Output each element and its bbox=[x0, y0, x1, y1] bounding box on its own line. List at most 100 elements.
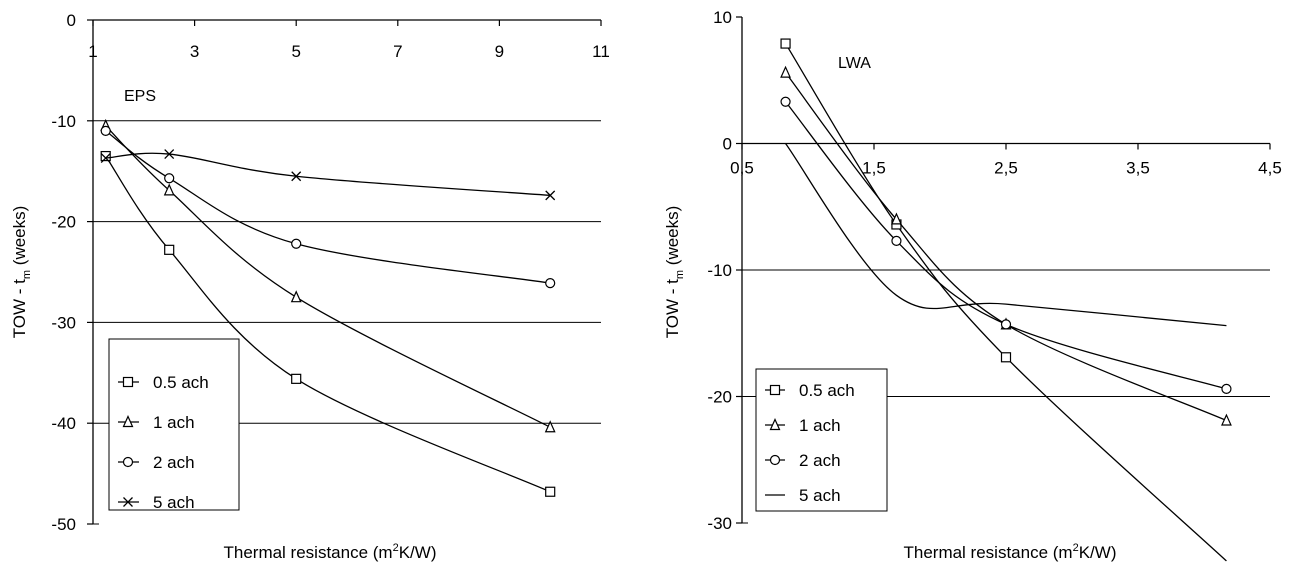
legend-entry: 5 ach bbox=[765, 486, 841, 505]
legend-entry: 2 ach bbox=[765, 451, 841, 470]
square-marker bbox=[291, 373, 302, 384]
x-marker bbox=[291, 171, 302, 182]
chart-eps: 1 3 5 7 9 11 0 -10 -20 -30 -40 -50 EPS Thermal res… bbox=[10, 11, 610, 562]
square-marker bbox=[100, 150, 111, 162]
series-group bbox=[100, 118, 556, 497]
square-marker bbox=[164, 244, 175, 255]
y-tick-label: -10 bbox=[51, 112, 76, 131]
legend-entry: 1 ach bbox=[765, 416, 841, 435]
x-tick-label: 3,5 bbox=[1126, 159, 1150, 178]
legend-label: 0.5 ach bbox=[799, 381, 855, 400]
legend-entry: 0.5 ach bbox=[118, 373, 209, 392]
y-tick-label: -30 bbox=[51, 313, 76, 332]
circle-marker bbox=[100, 125, 111, 136]
triangle-marker bbox=[891, 212, 902, 225]
series bbox=[780, 96, 1232, 395]
legend: 0.5 ach 1 ach 2 ach 5 ach bbox=[108, 338, 240, 512]
legend-entries: 0.5 ach 1 ach 2 ach 5 ach bbox=[765, 381, 855, 505]
x-marker bbox=[164, 149, 175, 160]
circle-marker bbox=[891, 235, 902, 247]
circle-marker bbox=[164, 173, 175, 184]
legend-label: 1 ach bbox=[799, 416, 841, 435]
square-marker bbox=[1000, 352, 1012, 363]
y-ticks: 10 0 -10 -20 -30 bbox=[707, 8, 742, 533]
series-line bbox=[785, 72, 1227, 422]
square-marker bbox=[545, 486, 556, 497]
x-tick-label: 3 bbox=[190, 42, 199, 61]
triangle-marker bbox=[163, 183, 175, 196]
legend-label: 5 ach bbox=[799, 486, 841, 505]
y-tick-label: -30 bbox=[707, 514, 732, 533]
series-line bbox=[785, 43, 1227, 562]
x-marker bbox=[123, 497, 133, 507]
x-tick-label: 7 bbox=[393, 42, 402, 61]
y-tick-label: -20 bbox=[707, 388, 732, 407]
triangle-marker bbox=[122, 415, 134, 428]
x-tick-label: 1 bbox=[88, 42, 97, 61]
triangle-marker bbox=[1221, 413, 1232, 426]
series-line bbox=[785, 143, 1227, 327]
y-ticks: 0 -10 -20 -30 -40 -50 bbox=[51, 11, 93, 534]
legend-label: 1 ach bbox=[153, 413, 195, 432]
legend-entry: 2 ach bbox=[118, 453, 195, 472]
panel-label: LWA bbox=[838, 55, 871, 72]
y-tick-label: 0 bbox=[67, 11, 76, 30]
square-marker bbox=[780, 38, 791, 49]
series bbox=[100, 150, 556, 497]
panel-label: EPS bbox=[124, 88, 156, 105]
series bbox=[785, 143, 1227, 327]
circle-marker bbox=[122, 456, 134, 468]
x-tick-label: 5 bbox=[291, 42, 300, 61]
series-group bbox=[780, 38, 1232, 562]
triangle-marker bbox=[769, 418, 781, 431]
legend-label: 0.5 ach bbox=[153, 373, 209, 392]
triangle-marker bbox=[290, 290, 302, 303]
x-ticks: 1 3 5 7 9 11 bbox=[88, 20, 610, 61]
y-tick-label: -10 bbox=[707, 261, 732, 280]
x-marker bbox=[100, 153, 111, 164]
x-tick-label: 4,5 bbox=[1258, 159, 1282, 178]
x-tick-label: 2,5 bbox=[994, 159, 1018, 178]
legend-entry: 5 ach bbox=[118, 493, 195, 512]
square-marker bbox=[769, 384, 781, 396]
square-marker bbox=[122, 376, 134, 388]
y-tick-label: 0 bbox=[723, 135, 732, 154]
y-tick-label: 10 bbox=[713, 8, 732, 27]
circle-marker bbox=[1000, 319, 1012, 330]
series bbox=[100, 125, 556, 289]
x-tick-label: 1,5 bbox=[862, 159, 886, 178]
chart-lwa: 0,5 1,5 2,5 3,5 4,5 10 0 -10 -20 -30 LWA Thermal… bbox=[663, 8, 1282, 562]
circle-marker bbox=[1221, 383, 1232, 395]
triangle-marker bbox=[780, 65, 791, 78]
legend-label: 2 ach bbox=[799, 451, 841, 470]
x-tick-label: 9 bbox=[495, 42, 504, 61]
series bbox=[100, 149, 556, 201]
series-line bbox=[105, 155, 551, 493]
legend-label: 2 ach bbox=[153, 453, 195, 472]
legend-entries: 0.5 ach 1 ach 2 ach 5 ach bbox=[118, 373, 209, 512]
circle-marker bbox=[769, 454, 781, 466]
legend-entry: 1 ach bbox=[118, 413, 195, 432]
x-axis-label: Thermal resistance (m2K/W) bbox=[223, 542, 436, 562]
triangle-marker bbox=[544, 420, 556, 433]
circle-marker bbox=[291, 238, 302, 249]
circle-marker bbox=[545, 277, 556, 289]
x-tick-label: 11 bbox=[592, 42, 610, 61]
x-ticks: 0,5 1,5 2,5 3,5 4,5 bbox=[730, 143, 1282, 178]
x-marker bbox=[545, 190, 556, 201]
y-axis-label: TOW - tm (weeks) bbox=[10, 206, 33, 339]
series-line bbox=[105, 125, 551, 428]
legend: 0.5 ach 1 ach 2 ach 5 ach bbox=[755, 368, 888, 512]
circle-marker bbox=[780, 96, 791, 107]
legend-entry: 0.5 ach bbox=[765, 381, 855, 400]
series-line bbox=[105, 152, 551, 197]
y-tick-label: -50 bbox=[51, 515, 76, 534]
y-axis-label: TOW - tm (weeks) bbox=[663, 206, 686, 339]
x-tick-label: 0,5 bbox=[730, 159, 754, 178]
y-tick-label: -40 bbox=[51, 414, 76, 433]
legend-label: 5 ach bbox=[153, 493, 195, 512]
x-axis-label: Thermal resistance (m2K/W) bbox=[903, 542, 1116, 562]
series-line bbox=[785, 101, 1227, 390]
